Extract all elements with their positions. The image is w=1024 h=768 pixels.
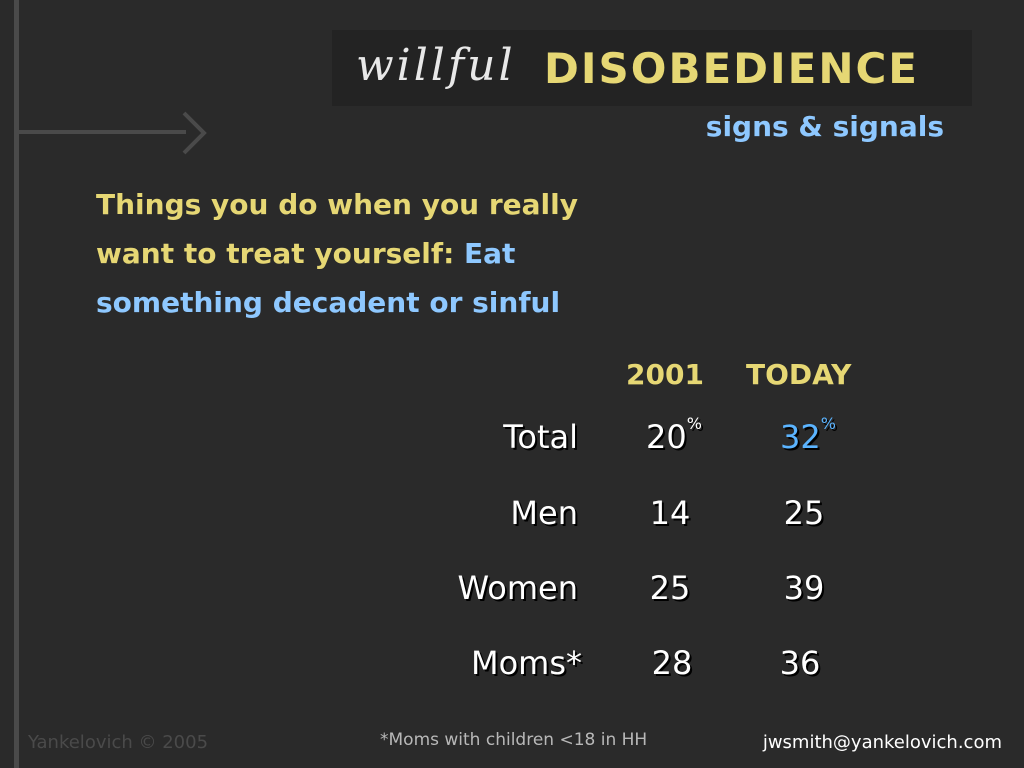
contact-email: jwsmith@yankelovich.com [762,732,1002,753]
row-label-women: Women [457,569,578,607]
cell-men-2001: 14 [649,494,691,532]
question-prefix: Things you do when you really want to tr… [96,188,579,270]
copyright-text: Yankelovich © 2005 [28,732,209,753]
cell-value: 20 [646,418,687,456]
row-label-total: Total [503,418,578,456]
cell-total-today: 32% [768,414,848,456]
title-script-text: willful [356,40,516,91]
decorative-vertical-line [14,0,19,768]
row-label-moms: Moms* [470,644,582,682]
cell-value: 32 [780,418,821,456]
title-banner [332,30,972,106]
decorative-horizontal-line [14,130,186,134]
cell-women-2001: 25 [649,569,691,607]
question-highlight: Eat something decadent or sinful [96,237,561,319]
column-header-2001: 2001 [626,358,704,391]
cell-total-2001: 20% [634,414,714,456]
subtitle: signs & signals [705,110,944,143]
column-header-today: TODAY [746,358,852,391]
footnote: *Moms with children <18 in HH [380,730,648,750]
arrow-right-icon [182,111,207,155]
title-bold-text: DISOBEDIENCE [544,44,919,93]
cell-women-today: 39 [783,569,825,607]
question-text: Things you do when you really want to tr… [96,180,596,327]
cell-moms-today: 36 [779,644,821,682]
cell-moms-2001: 28 [651,644,693,682]
cell-men-today: 25 [783,494,825,532]
percent-sign: % [820,414,836,433]
percent-sign: % [686,414,702,433]
row-label-men: Men [510,494,578,532]
